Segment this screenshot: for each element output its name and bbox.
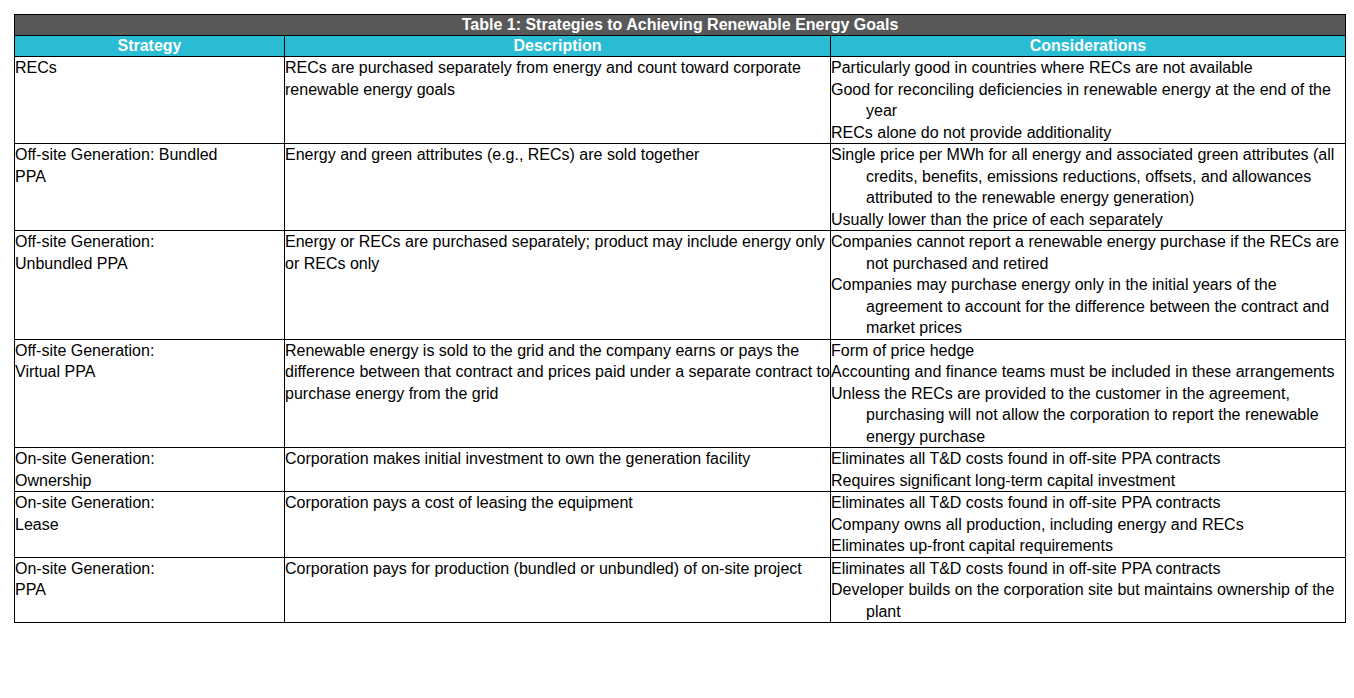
considerations-cell: Single price per MWh for all energy and … <box>831 144 1346 231</box>
considerations-cell: Eliminates all T&D costs found in off-si… <box>831 492 1346 558</box>
description-cell: Renewable energy is sold to the grid and… <box>285 339 831 448</box>
table-body: RECsRECs are purchased separately from e… <box>15 57 1346 623</box>
description-cell: Corporation pays a cost of leasing the e… <box>285 492 831 558</box>
description-text: Corporation pays a cost of leasing the e… <box>285 492 830 514</box>
consideration-item: Usually lower than the price of each sep… <box>866 209 1345 231</box>
strategy-line: Virtual PPA <box>15 361 284 383</box>
description-text: Energy or RECs are purchased separately;… <box>285 231 830 274</box>
consideration-item: Company owns all production, including e… <box>866 514 1345 536</box>
table-row: On-site Generation:LeaseCorporation pays… <box>15 492 1346 558</box>
description-text: Corporation makes initial investment to … <box>285 448 830 470</box>
consideration-item: RECs alone do not provide additionality <box>866 122 1345 144</box>
strategy-line: PPA <box>15 579 284 601</box>
strategy-cell: Off-site Generation:Virtual PPA <box>15 339 285 448</box>
table-row: Off-site Generation: BundledPPAEnergy an… <box>15 144 1346 231</box>
consideration-item: Unless the RECs are provided to the cust… <box>866 383 1345 448</box>
description-text: Corporation pays for production (bundled… <box>285 558 830 580</box>
column-header-row: Strategy Description Considerations <box>15 36 1346 57</box>
considerations-cell: Form of price hedgeAccounting and financ… <box>831 339 1346 448</box>
consideration-item: Eliminates up-front capital requirements <box>866 535 1345 557</box>
description-cell: Corporation pays for production (bundled… <box>285 557 831 623</box>
strategy-line: RECs <box>15 57 284 79</box>
description-text: RECs are purchased separately from energ… <box>285 57 830 100</box>
strategy-cell: RECs <box>15 57 285 144</box>
consideration-item: Good for reconciling deficiencies in ren… <box>866 79 1345 122</box>
description-cell: Corporation makes initial investment to … <box>285 448 831 492</box>
strategy-cell: On-site Generation:Ownership <box>15 448 285 492</box>
description-text: Renewable energy is sold to the grid and… <box>285 340 830 405</box>
column-header-strategy: Strategy <box>15 36 285 57</box>
considerations-cell: Eliminates all T&D costs found in off-si… <box>831 448 1346 492</box>
column-header-considerations: Considerations <box>831 36 1346 57</box>
column-header-description: Description <box>285 36 831 57</box>
strategy-line: Off-site Generation: Bundled <box>15 144 284 166</box>
consideration-item: Companies cannot report a renewable ener… <box>866 231 1345 274</box>
consideration-item: Particularly good in countries where REC… <box>866 57 1345 79</box>
description-text: Energy and green attributes (e.g., RECs)… <box>285 144 830 166</box>
table-row: On-site Generation:OwnershipCorporation … <box>15 448 1346 492</box>
consideration-item: Eliminates all T&D costs found in off-si… <box>866 448 1345 470</box>
strategy-line: Off-site Generation: <box>15 231 284 253</box>
table-row: Off-site Generation:Unbundled PPAEnergy … <box>15 231 1346 340</box>
consideration-item: Companies may purchase energy only in th… <box>866 274 1345 339</box>
strategy-line: On-site Generation: <box>15 492 284 514</box>
consideration-item: Eliminates all T&D costs found in off-si… <box>866 558 1345 580</box>
consideration-item: Developer builds on the corporation site… <box>866 579 1345 622</box>
considerations-cell: Companies cannot report a renewable ener… <box>831 231 1346 340</box>
consideration-item: Single price per MWh for all energy and … <box>866 144 1345 209</box>
consideration-item: Accounting and finance teams must be inc… <box>866 361 1345 383</box>
strategy-line: On-site Generation: <box>15 558 284 580</box>
strategy-line: Unbundled PPA <box>15 253 284 275</box>
table-title-row: Table 1: Strategies to Achieving Renewab… <box>15 15 1346 36</box>
strategy-cell: On-site Generation:PPA <box>15 557 285 623</box>
description-cell: RECs are purchased separately from energ… <box>285 57 831 144</box>
considerations-cell: Eliminates all T&D costs found in off-si… <box>831 557 1346 623</box>
consideration-item: Eliminates all T&D costs found in off-si… <box>866 492 1345 514</box>
strategy-line: On-site Generation: <box>15 448 284 470</box>
strategy-line: Ownership <box>15 470 284 492</box>
strategy-line: Off-site Generation: <box>15 340 284 362</box>
consideration-item: Requires significant long-term capital i… <box>866 470 1345 492</box>
consideration-item: Form of price hedge <box>866 340 1345 362</box>
strategy-line: PPA <box>15 166 284 188</box>
strategy-cell: Off-site Generation:Unbundled PPA <box>15 231 285 340</box>
table-row: On-site Generation:PPACorporation pays f… <box>15 557 1346 623</box>
table-row: Off-site Generation:Virtual PPARenewable… <box>15 339 1346 448</box>
strategy-cell: Off-site Generation: BundledPPA <box>15 144 285 231</box>
document-page: Table 1: Strategies to Achieving Renewab… <box>0 0 1354 698</box>
description-cell: Energy or RECs are purchased separately;… <box>285 231 831 340</box>
considerations-cell: Particularly good in countries where REC… <box>831 57 1346 144</box>
strategy-cell: On-site Generation:Lease <box>15 492 285 558</box>
strategies-table: Table 1: Strategies to Achieving Renewab… <box>14 14 1346 623</box>
table-title: Table 1: Strategies to Achieving Renewab… <box>15 15 1346 36</box>
table-row: RECsRECs are purchased separately from e… <box>15 57 1346 144</box>
description-cell: Energy and green attributes (e.g., RECs)… <box>285 144 831 231</box>
strategy-line: Lease <box>15 514 284 536</box>
